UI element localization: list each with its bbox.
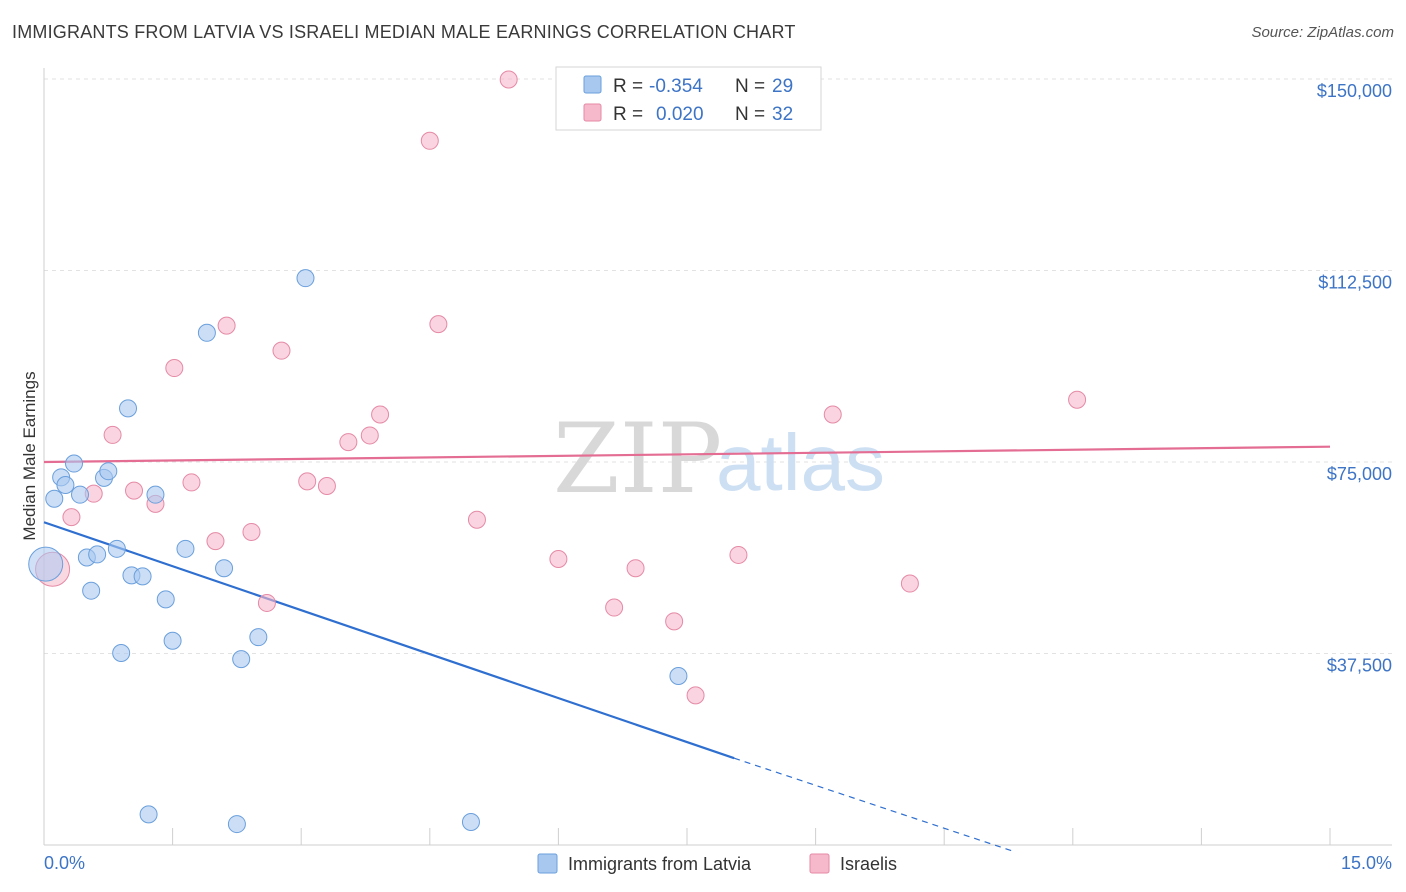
point-israelis: [429, 315, 448, 334]
point-latvia: [215, 559, 234, 578]
point-latvia: [45, 489, 64, 508]
point-latvia: [249, 628, 268, 647]
stats-swatch-latvia: [583, 75, 602, 94]
point-israelis: [272, 341, 291, 360]
point-israelis: [823, 405, 842, 424]
legend-swatch-latvia: [537, 853, 558, 874]
point-latvia: [65, 454, 84, 473]
point-israelis: [125, 481, 144, 500]
point-latvia: [296, 269, 315, 288]
point-latvia: [461, 813, 480, 832]
trend-line-latvia: [43, 521, 735, 760]
point-israelis: [317, 477, 336, 496]
point-israelis: [298, 472, 317, 491]
point-israelis: [626, 559, 645, 578]
watermark: ZIP atlas: [553, 403, 885, 515]
stats-r-label-latvia: R =: [613, 76, 643, 97]
point-israelis: [686, 686, 705, 705]
stats-n-value-latvia: 29: [772, 76, 793, 97]
point-israelis: [206, 532, 225, 551]
point-latvia: [99, 462, 118, 481]
point-latvia: [107, 539, 126, 558]
point-latvia: [119, 399, 138, 418]
point-latvia: [28, 546, 64, 582]
point-latvia: [88, 545, 107, 564]
point-latvia: [56, 475, 75, 494]
point-latvia: [197, 323, 216, 342]
legend-label-israelis: Israelis: [840, 854, 897, 874]
y-tick-label: $75,000: [1327, 464, 1392, 484]
point-israelis: [165, 359, 184, 378]
stats-n-value-israelis: 32: [772, 104, 793, 125]
y-axis-label: Median Male Earnings: [20, 371, 39, 540]
x-tick-label-max: 15.0%: [1341, 853, 1392, 873]
point-latvia: [163, 631, 182, 650]
point-israelis: [665, 612, 684, 631]
trend-lines: [43, 445, 1331, 852]
point-latvia: [227, 815, 246, 834]
x-tick-label-min: 0.0%: [44, 853, 85, 873]
watermark-zip: ZIP: [553, 403, 722, 515]
point-israelis: [499, 70, 518, 89]
stats-swatch-israelis: [583, 103, 602, 122]
point-israelis: [549, 550, 568, 569]
data-points: [28, 70, 1087, 834]
y-tick-label: $112,500: [1318, 273, 1392, 293]
x-axis-ticks: [172, 828, 1331, 845]
point-latvia: [176, 539, 195, 558]
chart-title: IMMIGRANTS FROM LATVIA VS ISRAELI MEDIAN…: [12, 22, 796, 42]
point-latvia: [71, 485, 90, 504]
point-israelis: [217, 316, 236, 335]
point-israelis: [900, 574, 919, 593]
source-label: Source: ZipAtlas.com: [1251, 24, 1394, 41]
point-israelis: [257, 593, 276, 612]
trend-line-israelis: [43, 445, 1331, 464]
stats-r-value-israelis: 0.020: [656, 104, 704, 125]
watermark-atlas: atlas: [716, 418, 885, 507]
point-israelis: [1068, 390, 1087, 409]
stats-r-label-israelis: R =: [613, 104, 643, 125]
point-latvia: [139, 805, 158, 824]
legend-label-latvia: Immigrants from Latvia: [568, 854, 752, 874]
y-tick-label: $150,000: [1317, 81, 1392, 101]
point-israelis: [467, 510, 486, 529]
y-tick-label: $37,500: [1327, 656, 1392, 676]
point-israelis: [242, 522, 261, 541]
point-latvia: [156, 590, 175, 609]
point-israelis: [729, 545, 748, 564]
point-israelis: [182, 473, 201, 492]
legend-swatch-israelis: [809, 853, 830, 874]
point-latvia: [669, 666, 688, 685]
point-israelis: [605, 598, 624, 617]
point-latvia: [112, 643, 131, 662]
legend: Immigrants from Latvia Israelis: [537, 853, 897, 874]
point-israelis: [371, 405, 390, 424]
point-latvia: [146, 485, 165, 504]
point-latvia: [133, 567, 152, 586]
trend-line-extension-latvia: [733, 757, 1013, 852]
y-axis-tick-labels: $37,500 $75,000 $112,500 $150,000: [1317, 81, 1392, 676]
point-israelis: [360, 426, 379, 445]
stats-n-label-israelis: N =: [735, 104, 765, 125]
point-israelis: [103, 425, 122, 444]
point-israelis: [420, 131, 439, 150]
point-latvia: [232, 650, 251, 669]
stats-box: R = -0.354 N = 29 R = 0.020 N = 32: [555, 66, 822, 131]
gridlines: [44, 78, 1392, 654]
point-israelis: [339, 433, 358, 452]
stats-r-value-latvia: -0.354: [649, 76, 703, 97]
point-latvia: [82, 581, 101, 600]
stats-n-label-latvia: N =: [735, 76, 765, 97]
point-israelis: [62, 508, 81, 527]
